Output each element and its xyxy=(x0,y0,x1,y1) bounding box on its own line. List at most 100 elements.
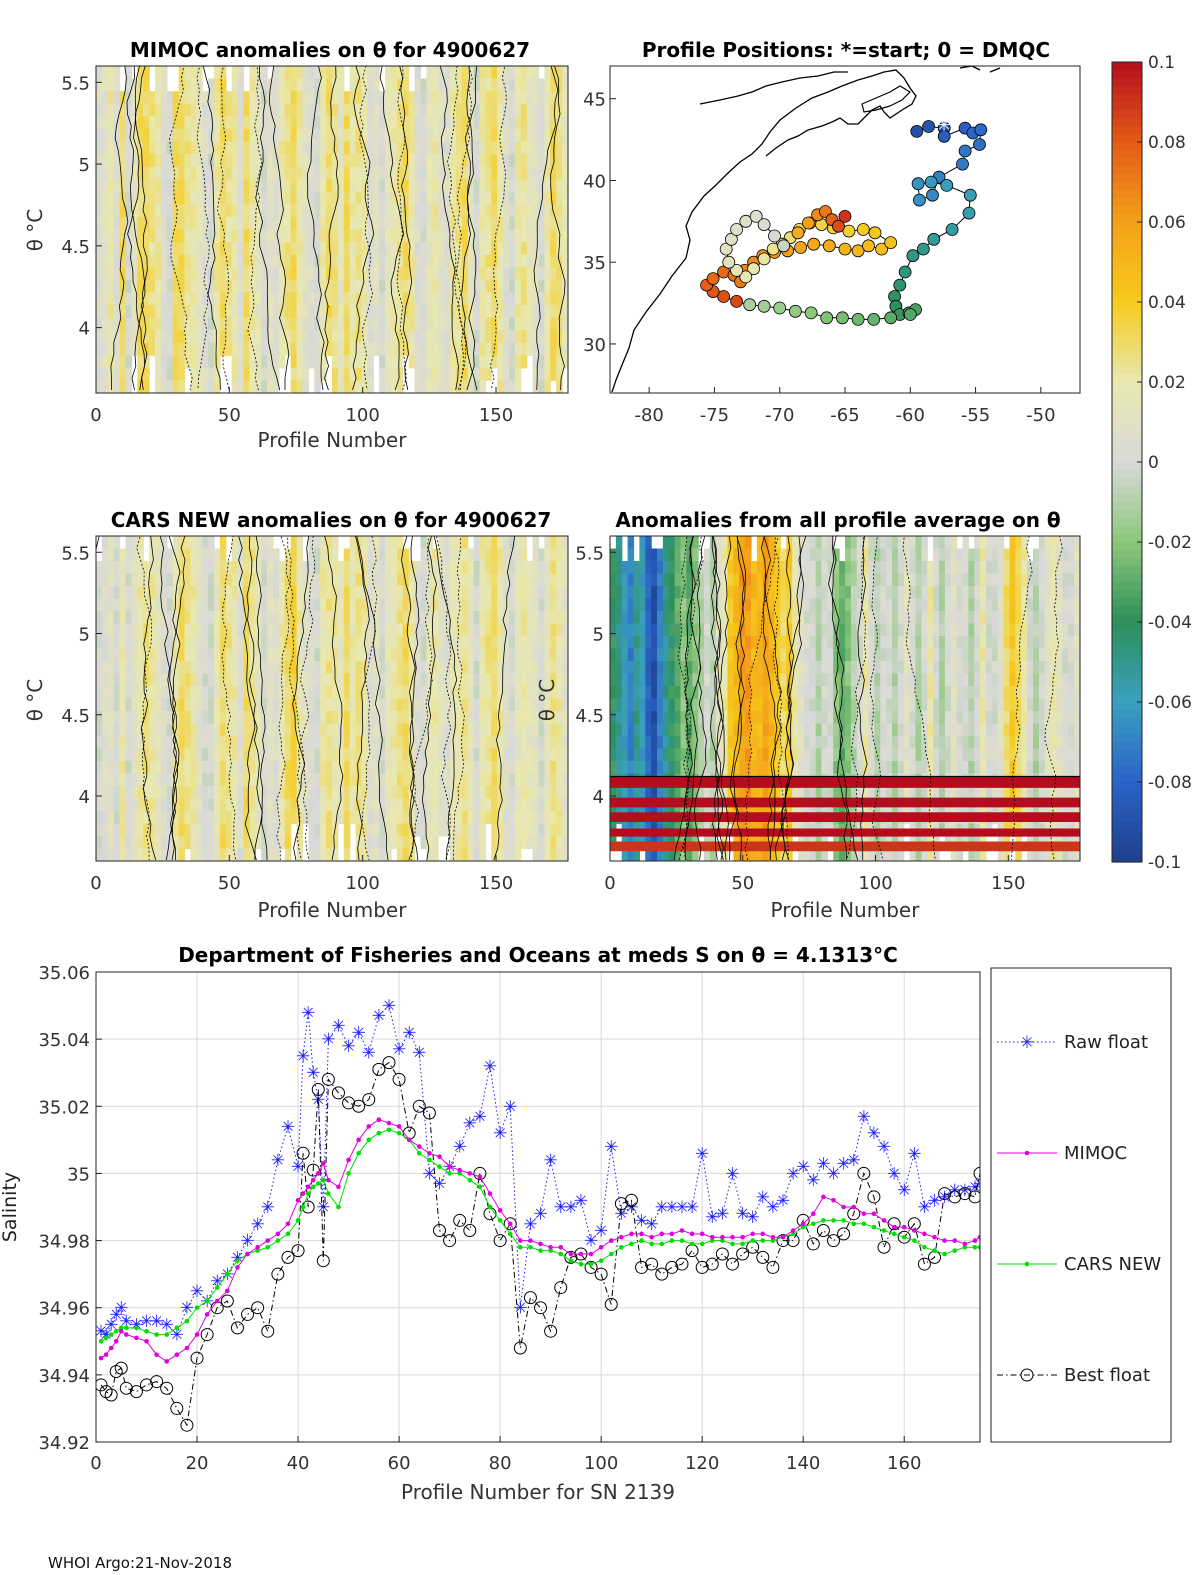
heatmap-cell xyxy=(249,536,256,550)
heatmap-cell xyxy=(202,648,209,662)
heatmap-cell xyxy=(302,179,309,193)
heatmap-cell xyxy=(420,836,427,850)
heatmap-cell xyxy=(337,179,345,193)
heatmap-cell xyxy=(556,673,563,687)
heatmap-cell xyxy=(273,561,280,575)
heatmap-cell xyxy=(491,723,498,737)
heatmap-cell xyxy=(461,836,469,850)
heatmap-cell xyxy=(172,191,180,205)
heatmap-cell xyxy=(379,536,386,550)
heatmap-cell xyxy=(473,536,481,550)
heatmap-cell xyxy=(214,317,221,331)
heatmap-cell xyxy=(166,166,174,180)
heatmap-cell xyxy=(408,116,416,130)
heatmap-cell xyxy=(208,317,215,331)
heatmap-cell xyxy=(461,786,469,800)
heatmap-cell xyxy=(160,128,168,143)
heatmap-cell xyxy=(467,623,475,637)
heatmap-cell xyxy=(645,573,652,587)
heatmap-cell xyxy=(119,292,127,306)
heatmap-cell xyxy=(391,773,398,787)
heatmap-cell xyxy=(426,698,433,712)
heatmap-cell xyxy=(208,623,215,637)
heatmap-cell xyxy=(255,267,262,281)
heatmap-cell xyxy=(461,367,469,382)
heatmap-cell xyxy=(509,128,516,143)
heatmap-cell xyxy=(532,367,540,382)
heatmap-cell xyxy=(426,267,433,281)
heatmap-cell xyxy=(538,380,545,393)
heatmap-cell xyxy=(414,648,422,662)
heatmap-cell xyxy=(225,141,233,155)
heatmap-cell xyxy=(284,648,292,662)
heatmap-cell xyxy=(243,848,250,861)
heatmap-cell xyxy=(438,611,445,625)
heatmap-cell xyxy=(296,548,304,562)
heatmap-cell xyxy=(249,573,256,587)
heatmap-cell xyxy=(520,836,528,850)
heatmap-cell xyxy=(651,598,658,612)
heatmap-cell xyxy=(509,636,516,650)
heatmap-cell xyxy=(698,598,705,612)
heatmap-cell xyxy=(455,179,463,193)
heatmap-cell xyxy=(278,711,286,725)
heatmap-cell xyxy=(544,317,551,331)
heatmap-cell xyxy=(526,141,534,155)
heatmap-cell xyxy=(355,154,363,168)
heatmap-cell xyxy=(562,141,568,155)
heatmap-cell xyxy=(113,267,121,281)
heatmap-cell xyxy=(396,179,404,193)
heatmap-cell xyxy=(420,561,427,575)
heatmap-cell xyxy=(455,229,463,243)
heatmap-cell xyxy=(426,380,433,393)
heatmap-cell xyxy=(208,191,215,205)
heatmap-cell xyxy=(610,661,617,675)
heatmap-cell xyxy=(438,204,445,218)
heatmap-cell xyxy=(290,330,298,344)
heatmap-cell xyxy=(396,166,404,180)
heatmap-cell xyxy=(343,204,351,218)
heatmap-cell xyxy=(562,342,568,356)
heatmap-cell xyxy=(479,823,486,837)
heatmap-cell xyxy=(278,229,286,243)
heatmap-cell xyxy=(633,661,640,675)
heatmap-cell xyxy=(284,561,292,575)
heatmap-cell xyxy=(160,254,168,268)
heatmap-cell xyxy=(107,773,115,787)
heatmap-cell xyxy=(160,191,168,205)
heatmap-cell xyxy=(414,204,422,218)
heatmap-cell xyxy=(302,191,309,205)
heatmap-cell xyxy=(520,254,528,268)
heatmap-cell xyxy=(184,636,191,650)
heatmap-cell xyxy=(343,330,351,344)
heatmap-cell xyxy=(137,636,144,650)
heatmap-cell xyxy=(255,823,262,837)
heatmap-cell xyxy=(290,154,298,168)
profile-marker xyxy=(807,237,821,251)
heatmap-cell xyxy=(308,179,315,193)
heatmap-cell xyxy=(491,279,498,293)
heatmap-cell xyxy=(208,711,215,725)
heatmap-cell xyxy=(455,723,463,737)
heatmap-cell xyxy=(532,748,540,762)
heatmap-cell xyxy=(107,179,115,193)
heatmap-cell xyxy=(550,317,557,331)
heatmap-cell xyxy=(485,279,492,293)
heatmap-cell xyxy=(709,561,717,575)
heatmap-cell xyxy=(556,598,563,612)
heatmap-cell xyxy=(214,279,221,293)
heatmap-cell xyxy=(314,798,321,812)
heatmap-cell xyxy=(343,254,351,268)
heatmap-cell xyxy=(267,661,274,675)
heatmap-cell xyxy=(396,292,404,306)
heatmap-cell xyxy=(166,698,174,712)
profile-marker xyxy=(963,188,977,202)
heatmap-cell xyxy=(627,623,635,637)
heatmap-cell xyxy=(296,342,304,356)
heatmap-cell xyxy=(131,648,138,662)
heatmap-cell xyxy=(219,661,227,675)
heatmap-cell xyxy=(96,380,103,393)
heatmap-cell xyxy=(326,748,333,762)
heatmap-cell xyxy=(107,598,115,612)
heatmap-cell xyxy=(278,823,286,837)
